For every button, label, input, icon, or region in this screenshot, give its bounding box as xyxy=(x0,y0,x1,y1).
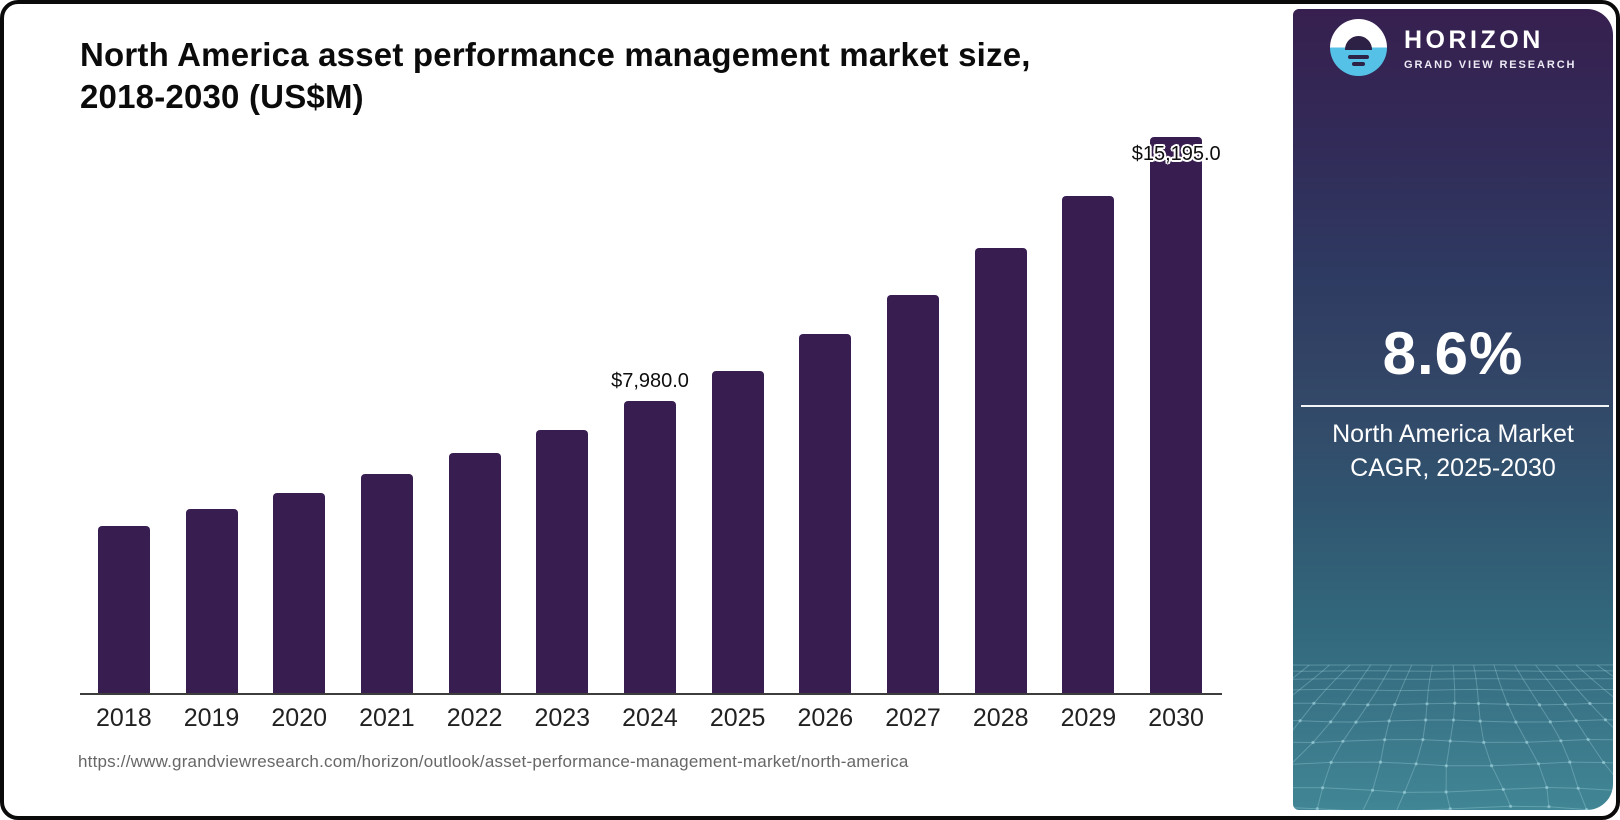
x-tick-2027: 2027 xyxy=(885,704,941,732)
bar-column xyxy=(957,137,1045,693)
x-tick-2030: 2030 xyxy=(1148,704,1204,732)
x-tick-2021: 2021 xyxy=(359,704,415,732)
brand-panel: HORIZON GRAND VIEW RESEARCH 8.6% North A… xyxy=(1293,9,1613,810)
chart-title: North America asset performance manageme… xyxy=(80,34,1160,118)
x-tick-2025: 2025 xyxy=(709,704,766,732)
value-label-2024: $7,980.0 xyxy=(611,370,689,392)
brand-name: HORIZON xyxy=(1404,26,1544,54)
x-tick-2019: 2019 xyxy=(183,704,240,732)
chart-title-line2: 2018-2030 (US$M) xyxy=(80,78,364,115)
sun-dome-icon xyxy=(1345,36,1372,50)
horizon-logo-icon xyxy=(1330,19,1387,76)
brand-wordmark: HORIZON GRAND VIEW RESEARCH xyxy=(1404,26,1576,71)
brand-subtitle: GRAND VIEW RESEARCH xyxy=(1404,59,1577,71)
x-tick-2018: 2018 xyxy=(96,704,152,732)
chart-title-line1: North America asset performance manageme… xyxy=(80,36,1031,73)
bar-2025 xyxy=(711,371,764,693)
bar-column xyxy=(255,137,343,693)
bar-column xyxy=(80,137,168,693)
bar-2022 xyxy=(448,452,501,693)
bar-2029 xyxy=(1062,196,1115,693)
bar-column xyxy=(782,137,870,693)
bar-column xyxy=(168,137,256,693)
x-axis-labels: 2018 2019 2020 2021 2022 2023 2024 2025 2026 2027… xyxy=(80,704,1220,733)
x-tick-2029: 2029 xyxy=(1060,704,1117,732)
bar-2023 xyxy=(536,429,589,693)
cagr-caption: North America Market CAGR, 2025-2030 xyxy=(1293,417,1613,485)
horizon-reflection-line-icon xyxy=(1348,55,1369,59)
bars-row xyxy=(80,137,1220,693)
bar-column xyxy=(1132,137,1220,693)
bar-column xyxy=(1045,137,1133,693)
x-tick-2020: 2020 xyxy=(271,704,328,732)
cagr-caption-line2: CAGR, 2025-2030 xyxy=(1350,454,1556,482)
source-url: https://www.grandviewresearch.com/horizo… xyxy=(78,752,909,771)
x-tick-2024: 2024 xyxy=(622,704,678,732)
stat-divider xyxy=(1301,405,1609,407)
value-label-2030: $15,195.0 xyxy=(1131,143,1221,165)
bar-column xyxy=(869,137,957,693)
x-tick-2026: 2026 xyxy=(797,704,854,732)
bar-2027 xyxy=(887,294,940,693)
bar-column xyxy=(431,137,519,693)
bar-2024 xyxy=(623,401,676,693)
plot-area: $7,980.0 $15,195.0 xyxy=(80,137,1221,693)
mesh-pattern xyxy=(1293,662,1613,810)
x-tick-2023: 2023 xyxy=(534,704,591,732)
x-axis-line xyxy=(80,693,1222,695)
x-tick-2028: 2028 xyxy=(972,704,1029,732)
bar-2018 xyxy=(97,525,150,693)
bar-2028 xyxy=(974,248,1027,693)
bar-column xyxy=(694,137,782,693)
bar-column xyxy=(343,137,431,693)
horizon-reflection-line-icon xyxy=(1352,62,1365,66)
bar-2020 xyxy=(273,492,326,693)
bar-2021 xyxy=(360,473,413,693)
bar-2019 xyxy=(185,508,238,693)
cagr-value: 8.6% xyxy=(1382,320,1524,387)
cagr-caption-line1: North America Market xyxy=(1332,420,1574,448)
bar-2026 xyxy=(799,334,852,693)
bar-2030 xyxy=(1150,137,1203,693)
bar-column xyxy=(518,137,606,693)
bar-column xyxy=(606,137,694,693)
x-tick-2022: 2022 xyxy=(446,704,503,732)
